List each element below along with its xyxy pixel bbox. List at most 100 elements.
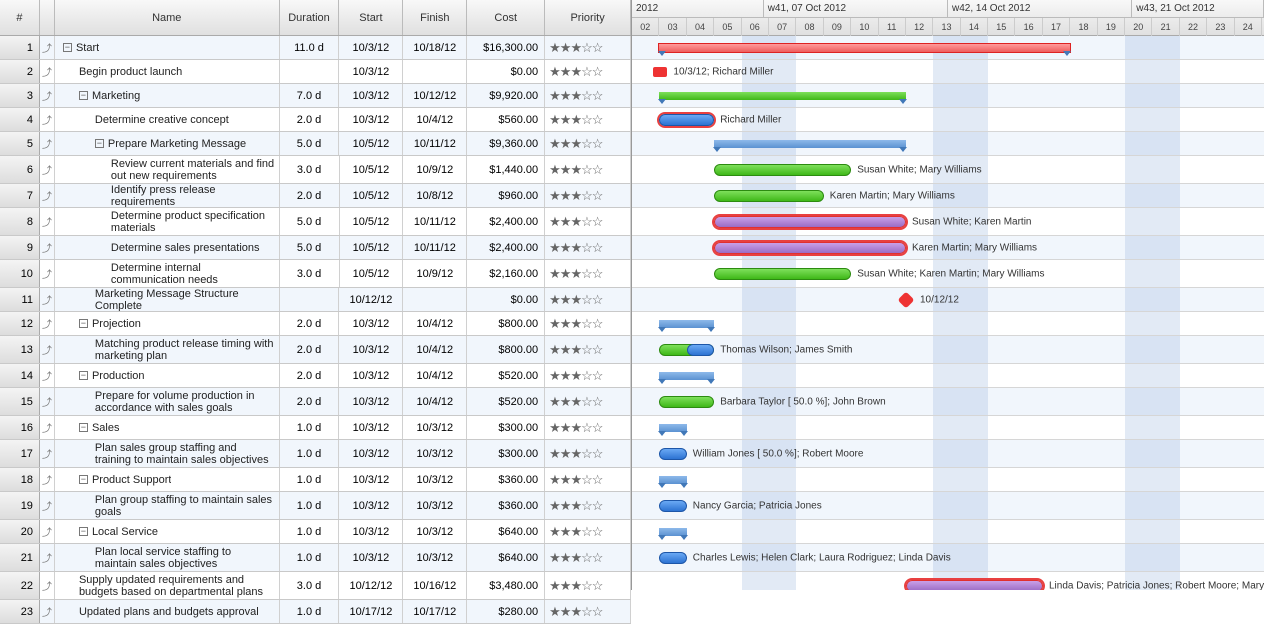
- gantt-row[interactable]: [632, 36, 1264, 60]
- task-name-cell[interactable]: Determine internal communication needs: [55, 260, 280, 287]
- duration-cell[interactable]: 1.0 d: [280, 544, 340, 571]
- gantt-body[interactable]: 10/3/12; Richard Miller Richard Miller Sus…: [632, 36, 1264, 590]
- gantt-row[interactable]: [632, 520, 1264, 544]
- finish-cell[interactable]: 10/3/12: [403, 440, 467, 467]
- priority-stars[interactable]: ★★★☆☆: [549, 240, 602, 256]
- finish-cell[interactable]: 10/11/12: [403, 132, 467, 155]
- start-cell[interactable]: 10/3/12: [339, 468, 403, 491]
- finish-cell[interactable]: 10/3/12: [403, 520, 467, 543]
- gantt-row[interactable]: Nancy Garcia; Patricia Jones: [632, 492, 1264, 520]
- priority-cell[interactable]: ★★★☆☆: [545, 36, 631, 59]
- outline-toggle-icon[interactable]: −: [79, 423, 88, 432]
- gantt-row[interactable]: [632, 132, 1264, 156]
- gantt-row[interactable]: [632, 312, 1264, 336]
- gantt-row[interactable]: Richard Miller: [632, 108, 1264, 132]
- priority-cell[interactable]: ★★★☆☆: [545, 520, 631, 543]
- task-name-cell[interactable]: Prepare for volume production in accorda…: [55, 388, 280, 415]
- finish-cell[interactable]: [403, 288, 467, 311]
- cost-cell[interactable]: $2,160.00: [467, 260, 545, 287]
- col-header-finish[interactable]: Finish: [403, 0, 467, 35]
- finish-cell[interactable]: [403, 60, 467, 83]
- task-name-cell[interactable]: Determine creative concept: [55, 108, 280, 131]
- gantt-row[interactable]: Charles Lewis; Helen Clark; Laura Rodrig…: [632, 544, 1264, 572]
- priority-cell[interactable]: ★★★☆☆: [545, 184, 631, 207]
- cost-cell[interactable]: $520.00: [467, 388, 545, 415]
- gantt-row[interactable]: [632, 416, 1264, 440]
- priority-stars[interactable]: ★★★☆☆: [549, 316, 602, 332]
- duration-cell[interactable]: 1.0 d: [280, 600, 340, 623]
- summary-bar[interactable]: [659, 320, 714, 328]
- duration-cell[interactable]: 5.0 d: [280, 236, 340, 259]
- priority-stars[interactable]: ★★★☆☆: [549, 266, 602, 282]
- gantt-row[interactable]: [632, 84, 1264, 108]
- finish-cell[interactable]: 10/17/12: [403, 600, 467, 623]
- gantt-row[interactable]: Susan White; Karen Martin: [632, 208, 1264, 236]
- priority-stars[interactable]: ★★★☆☆: [549, 368, 602, 384]
- priority-stars[interactable]: ★★★☆☆: [549, 446, 602, 462]
- cost-cell[interactable]: $360.00: [467, 492, 545, 519]
- gantt-row[interactable]: 10/3/12; Richard Miller: [632, 60, 1264, 84]
- finish-cell[interactable]: 10/3/12: [403, 544, 467, 571]
- duration-cell[interactable]: 2.0 d: [280, 108, 340, 131]
- finish-cell[interactable]: 10/4/12: [403, 388, 467, 415]
- finish-cell[interactable]: 10/9/12: [403, 156, 467, 183]
- priority-stars[interactable]: ★★★☆☆: [549, 604, 602, 620]
- duration-cell[interactable]: 3.0 d: [280, 260, 340, 287]
- task-row[interactable]: 19⤴Plan group staffing to maintain sales…: [0, 492, 631, 520]
- duration-cell[interactable]: 5.0 d: [280, 132, 340, 155]
- col-header-name[interactable]: Name: [55, 0, 280, 35]
- task-row[interactable]: 9⤴Determine sales presentations5.0 d10/5…: [0, 236, 631, 260]
- priority-stars[interactable]: ★★★☆☆: [549, 420, 602, 436]
- cost-cell[interactable]: $2,400.00: [467, 208, 545, 235]
- gantt-row[interactable]: William Jones [ 50.0 %]; Robert Moore: [632, 440, 1264, 468]
- task-name-cell[interactable]: Review current materials and find out ne…: [55, 156, 280, 183]
- priority-stars[interactable]: ★★★☆☆: [549, 188, 602, 204]
- col-header-cost[interactable]: Cost: [467, 0, 545, 35]
- task-name-cell[interactable]: Begin product launch: [55, 60, 280, 83]
- task-row[interactable]: 14⤴−Production2.0 d10/3/1210/4/12$520.00…: [0, 364, 631, 388]
- start-cell[interactable]: 10/17/12: [339, 600, 403, 623]
- task-bar[interactable]: [714, 242, 906, 254]
- task-row[interactable]: 3⤴−Marketing7.0 d10/3/1210/12/12$9,920.0…: [0, 84, 631, 108]
- cost-cell[interactable]: $520.00: [467, 364, 545, 387]
- priority-cell[interactable]: ★★★☆☆: [545, 288, 631, 311]
- priority-stars[interactable]: ★★★☆☆: [549, 292, 602, 308]
- task-name-cell[interactable]: Plan local service staffing to maintain …: [55, 544, 280, 571]
- start-cell[interactable]: 10/5/12: [339, 132, 403, 155]
- duration-cell[interactable]: 5.0 d: [280, 208, 340, 235]
- priority-stars[interactable]: ★★★☆☆: [549, 472, 602, 488]
- priority-cell[interactable]: ★★★☆☆: [545, 236, 631, 259]
- summary-bar[interactable]: [659, 424, 686, 432]
- task-row[interactable]: 2⤴Begin product launch10/3/12$0.00★★★☆☆: [0, 60, 631, 84]
- task-name-cell[interactable]: −Product Support: [55, 468, 280, 491]
- priority-stars[interactable]: ★★★☆☆: [549, 112, 602, 128]
- milestone-icon[interactable]: [653, 67, 667, 77]
- gantt-row[interactable]: Susan White; Karen Martin; Mary Williams: [632, 260, 1264, 288]
- summary-bar[interactable]: [659, 476, 686, 484]
- duration-cell[interactable]: 3.0 d: [280, 156, 340, 183]
- task-row[interactable]: 17⤴Plan sales group staffing and trainin…: [0, 440, 631, 468]
- cost-cell[interactable]: $800.00: [467, 312, 545, 335]
- start-cell[interactable]: 10/3/12: [339, 336, 403, 363]
- task-row[interactable]: 10⤴Determine internal communication need…: [0, 260, 631, 288]
- duration-cell[interactable]: 1.0 d: [280, 492, 340, 519]
- start-cell[interactable]: 10/5/12: [340, 184, 404, 207]
- col-header-icon[interactable]: [40, 0, 55, 35]
- task-bar[interactable]: [659, 396, 714, 408]
- priority-cell[interactable]: ★★★☆☆: [545, 108, 631, 131]
- duration-cell[interactable]: 11.0 d: [280, 36, 340, 59]
- outline-toggle-icon[interactable]: −: [79, 475, 88, 484]
- task-row[interactable]: 23⤴Updated plans and budgets approval1.0…: [0, 600, 631, 624]
- task-bar[interactable]: [659, 448, 686, 460]
- finish-cell[interactable]: 10/4/12: [403, 312, 467, 335]
- finish-cell[interactable]: 10/4/12: [403, 364, 467, 387]
- duration-cell[interactable]: 2.0 d: [280, 312, 340, 335]
- priority-stars[interactable]: ★★★☆☆: [549, 214, 602, 230]
- cost-cell[interactable]: $800.00: [467, 336, 545, 363]
- start-cell[interactable]: 10/3/12: [339, 108, 403, 131]
- task-name-cell[interactable]: −Production: [55, 364, 280, 387]
- summary-bar[interactable]: [714, 140, 906, 148]
- task-bar[interactable]: [714, 216, 906, 228]
- priority-cell[interactable]: ★★★☆☆: [545, 468, 631, 491]
- task-row[interactable]: 5⤴−Prepare Marketing Message5.0 d10/5/12…: [0, 132, 631, 156]
